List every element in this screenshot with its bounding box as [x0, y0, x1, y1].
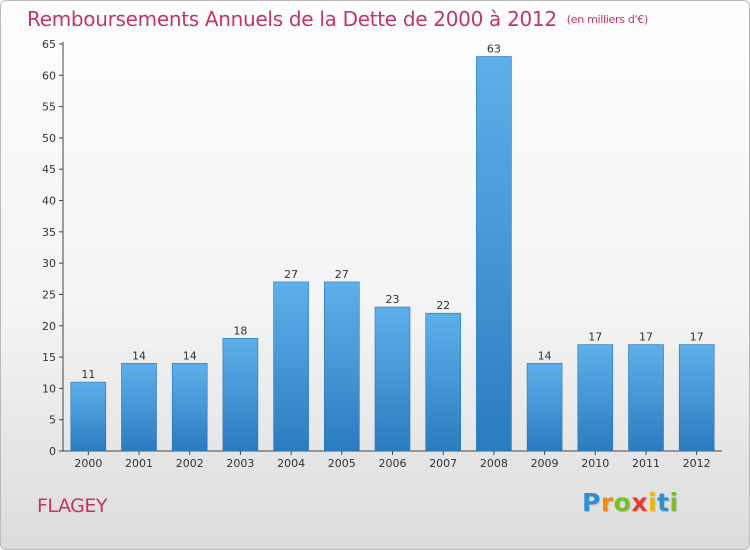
x-tick-label: 2003 [226, 457, 254, 470]
value-label: 27 [284, 268, 298, 281]
y-tick-label: 10 [42, 382, 56, 395]
y-tick-label: 45 [42, 163, 56, 176]
value-label: 14 [183, 349, 197, 362]
value-label: 17 [639, 331, 653, 344]
value-label: 11 [81, 368, 95, 381]
logo-letter: P [582, 488, 601, 517]
value-label: 18 [233, 324, 247, 337]
value-label: 22 [436, 299, 450, 312]
y-tick-label: 40 [42, 195, 56, 208]
bar-2012 [678, 344, 715, 452]
x-tick-label: 2005 [328, 457, 356, 470]
value-label: 23 [386, 293, 400, 306]
y-tick-label: 25 [42, 288, 56, 301]
y-tick-label: 60 [42, 69, 56, 82]
x-tick-label: 2008 [480, 457, 508, 470]
logo-letter: r [600, 488, 614, 517]
chart-unit: (en milliers d'€) [566, 13, 648, 26]
y-tick-label: 35 [42, 226, 56, 239]
bar-2004 [273, 281, 309, 452]
x-tick-label: 2006 [379, 457, 407, 470]
bar-2001 [121, 362, 157, 452]
bar-2010 [577, 344, 614, 452]
bar-2008 [476, 56, 512, 452]
x-tick-label: 2011 [632, 457, 660, 470]
x-tick-label: 2007 [429, 457, 457, 470]
proxiti-logo: Proxiti [582, 488, 679, 517]
y-tick-label: 0 [49, 445, 56, 458]
bar-2007 [425, 312, 462, 452]
value-label: 14 [538, 349, 552, 362]
chart-axes: 0 5 10 15 20 25 30 35 40 45 50 55 60 65 [42, 38, 722, 458]
value-label: 14 [132, 349, 146, 362]
x-tick-label: 2010 [581, 457, 609, 470]
y-tick-label: 50 [42, 132, 56, 145]
chart-title: Remboursements Annuels de la Dette de 20… [27, 7, 648, 31]
value-label: 63 [487, 43, 501, 56]
logo-letter: i [669, 488, 679, 517]
bar-2009 [526, 362, 563, 452]
y-tick-label: 15 [42, 351, 56, 364]
y-tick-label: 65 [42, 38, 56, 51]
value-label: 17 [690, 331, 704, 344]
bar-2011 [628, 344, 664, 452]
commune-name: FLAGEY [37, 495, 107, 517]
chart-bars [70, 56, 715, 452]
y-tick-label: 5 [49, 414, 56, 427]
x-tick-label: 2000 [74, 457, 102, 470]
chart-title-text: Remboursements Annuels de la Dette de 20… [27, 7, 557, 31]
bar-2002 [171, 362, 208, 452]
y-tick-label: 30 [42, 257, 56, 270]
bar-2005 [323, 281, 360, 452]
y-tick-label: 20 [42, 320, 56, 333]
value-label: 27 [335, 268, 349, 281]
x-tick-label: 2001 [125, 457, 153, 470]
bar-2003 [222, 337, 259, 452]
logo-letter: x [631, 488, 648, 517]
x-tick-label: 2002 [176, 457, 204, 470]
x-tick-label: 2009 [531, 457, 559, 470]
chart-labels: 11 2000 14 2001 14 2002 18 2003 27 2004 27 2005 23 20… [74, 43, 710, 471]
x-tick-label: 2012 [683, 457, 711, 470]
y-tick-label: 55 [42, 101, 56, 114]
bar-2000 [70, 381, 107, 452]
bar-2006 [374, 306, 411, 452]
logo-letter: i [648, 488, 658, 517]
value-label: 17 [588, 331, 602, 344]
logo-letter: o [613, 488, 632, 517]
x-tick-label: 2004 [277, 457, 305, 470]
logo-letter: t [657, 488, 670, 517]
